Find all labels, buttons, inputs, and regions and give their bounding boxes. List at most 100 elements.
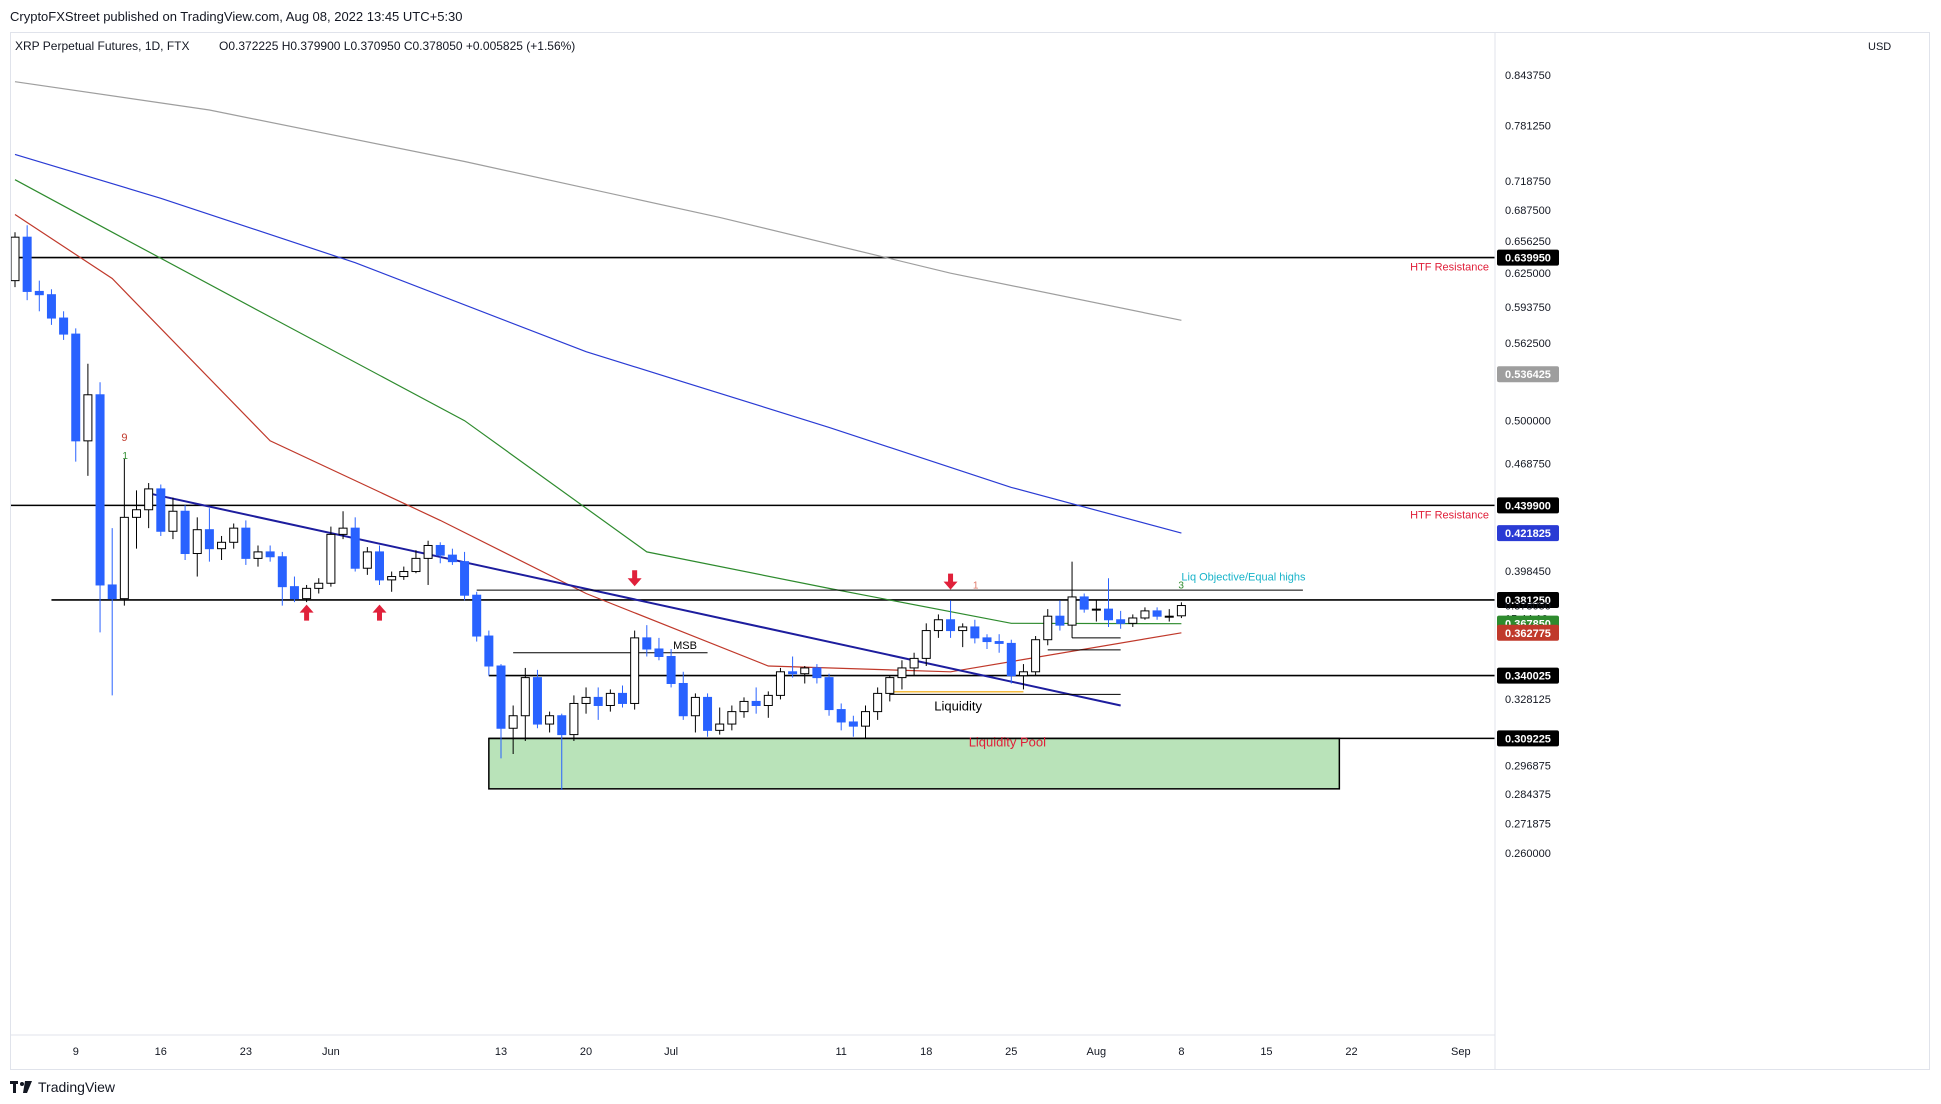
red-arrow-icon — [943, 573, 958, 590]
candle-body — [739, 700, 749, 713]
candle — [423, 540, 433, 585]
price-tag-text: 0.381250 — [1505, 595, 1551, 607]
candle-body — [618, 692, 627, 704]
candle-body — [1176, 605, 1186, 617]
candle-body — [83, 394, 93, 442]
candle — [132, 490, 141, 549]
candle — [824, 673, 834, 716]
candle — [229, 523, 239, 549]
liquidity-label: Liquidity — [934, 699, 982, 714]
candle-body — [144, 488, 154, 511]
candle-body — [836, 709, 846, 723]
chart-frame[interactable]: HTF Resistance HTF Resistance 9 1 1 3 MSB Liqu… — [10, 32, 1930, 1070]
candle — [411, 550, 421, 574]
price-axis-tick: 0.687500 — [1505, 205, 1551, 217]
candle-body — [593, 696, 603, 706]
candle — [180, 505, 190, 561]
candle-body — [95, 394, 105, 586]
candle — [715, 707, 725, 735]
candle — [484, 630, 494, 676]
candle-body — [1140, 610, 1150, 619]
candle-body — [763, 694, 773, 706]
candle — [666, 648, 676, 688]
descending-trendline — [148, 492, 1121, 707]
candle-body — [229, 527, 239, 543]
published-info: CryptoFXStreet published on TradingView.… — [10, 9, 463, 24]
candle — [253, 545, 263, 567]
currency-label: USD — [1868, 41, 1891, 53]
price-axis-tick: 0.625000 — [1505, 268, 1551, 280]
liquidity-pool-label: Liquidity Pool — [969, 734, 1046, 749]
candle — [569, 695, 579, 742]
candle — [958, 623, 968, 648]
indicator-price-tag: 0.421825 — [1497, 525, 1559, 542]
time-axis-tick: 23 — [240, 1046, 252, 1058]
candle — [447, 548, 457, 565]
candle — [375, 545, 384, 585]
candle — [1018, 664, 1028, 690]
candle — [994, 634, 1004, 653]
candle — [921, 623, 931, 667]
candle — [763, 691, 773, 718]
indicator-tag-text: 0.536425 — [1505, 369, 1551, 381]
candle — [59, 311, 69, 340]
time-axis-tick: 20 — [580, 1046, 592, 1058]
candle — [836, 703, 846, 731]
candle — [326, 526, 336, 587]
candle — [241, 520, 251, 565]
candle — [751, 687, 761, 714]
candle-body — [727, 711, 737, 725]
candle-body — [350, 527, 360, 569]
time-axis-tick: 18 — [920, 1046, 932, 1058]
td-count-3: 3 — [1178, 580, 1184, 591]
candle-body — [946, 619, 956, 632]
candle-body — [156, 488, 166, 532]
candle — [703, 693, 713, 737]
candle — [217, 535, 227, 561]
candle-body — [314, 582, 324, 589]
candle — [1091, 600, 1101, 622]
candle-body — [812, 667, 822, 679]
candle-body — [277, 556, 287, 588]
time-axis-tick: 11 — [835, 1046, 846, 1058]
candle — [10, 232, 20, 288]
price-axis-tick: 0.271875 — [1505, 818, 1551, 830]
price-axis-tick: 0.656250 — [1505, 236, 1551, 248]
indicator-tag-bg — [1497, 366, 1559, 383]
candle-body — [751, 700, 761, 706]
candle — [812, 664, 822, 684]
time-axis-tick: 15 — [1260, 1046, 1272, 1058]
time-axis-tick: 22 — [1345, 1046, 1357, 1058]
candle-body — [460, 561, 470, 596]
candle-body — [861, 711, 870, 727]
tradingview-logo[interactable]: TradingView — [10, 1079, 115, 1095]
candle — [593, 687, 603, 720]
candle-body — [605, 692, 615, 706]
candle — [1055, 600, 1065, 631]
candle-body — [496, 665, 506, 729]
candle-body — [557, 715, 567, 736]
candle — [933, 614, 943, 638]
indicator-tag-bg — [1497, 624, 1559, 641]
price-axis-tick: 0.718750 — [1505, 176, 1551, 188]
candle-body — [326, 533, 336, 584]
candle-body — [885, 677, 895, 694]
candle-body — [1152, 610, 1162, 617]
candle — [545, 711, 555, 733]
candle-body — [46, 294, 56, 319]
candle — [897, 660, 907, 690]
candle — [1104, 578, 1113, 627]
candle-body — [484, 635, 494, 667]
price-axis-tick: 0.328125 — [1505, 694, 1551, 706]
candle — [1128, 614, 1138, 627]
candle-body — [338, 527, 348, 535]
candle — [1031, 636, 1041, 676]
candle-body — [921, 630, 931, 659]
price-axis-tick: 0.468750 — [1505, 458, 1551, 470]
time-axis-tick: 13 — [495, 1046, 507, 1058]
price-tag-text: 0.639950 — [1505, 253, 1551, 265]
price-axis-tick: 0.260000 — [1505, 848, 1551, 860]
time-axis-tick: 16 — [155, 1046, 167, 1058]
candle-body — [678, 682, 688, 717]
